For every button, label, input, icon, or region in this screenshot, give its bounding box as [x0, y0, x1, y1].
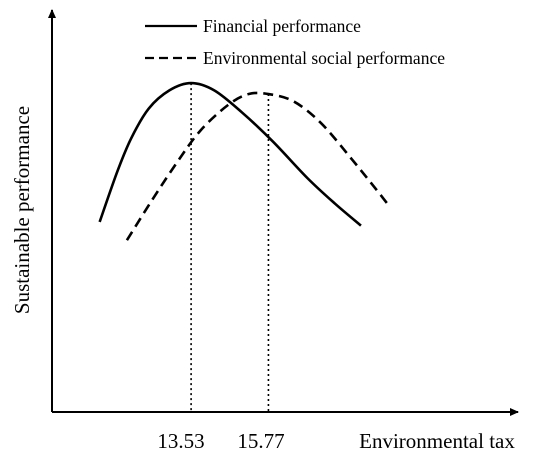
series-line-financial: [98, 81, 362, 227]
legend-label-financial: Financial performance: [203, 16, 361, 36]
x-tick-label-15-77: 15.77: [237, 429, 284, 453]
x-tick-label-13-53: 13.53: [157, 429, 204, 453]
legend-label-environmental: Environmental social performance: [203, 48, 445, 68]
legend: Financial performance Environmental soci…: [145, 16, 445, 68]
y-axis-label: Sustainable performance: [10, 106, 34, 314]
reference-lines: [190, 83, 270, 412]
x-axis-label: Environmental tax: [359, 429, 515, 453]
series-layer: [98, 81, 392, 241]
series-line-environmental: [125, 91, 392, 241]
